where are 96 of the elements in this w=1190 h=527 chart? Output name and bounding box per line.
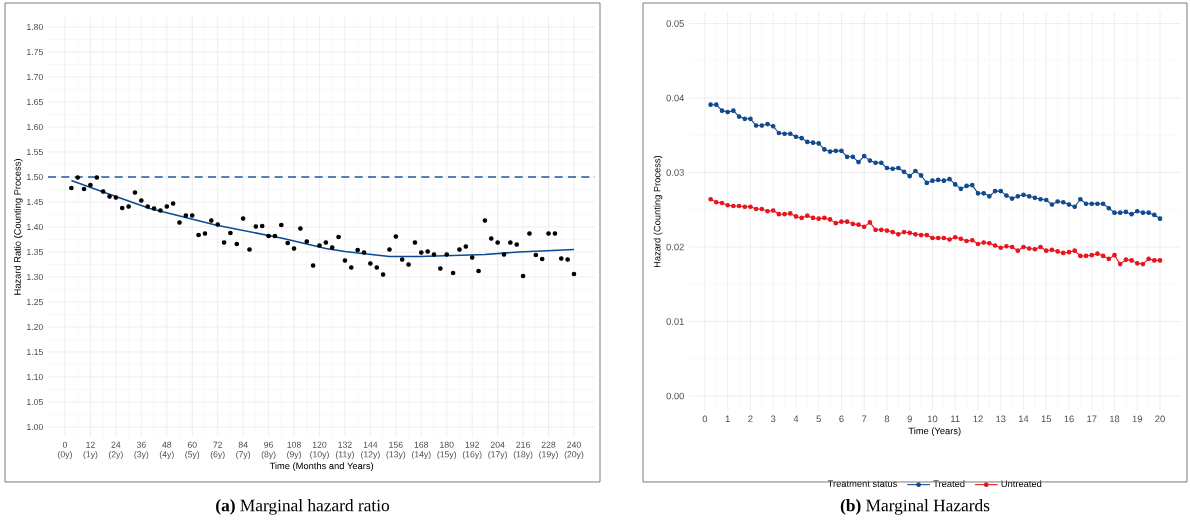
y-tick-label: 1.20 xyxy=(27,323,43,331)
x-tick-label: 19 xyxy=(1132,415,1143,423)
y-tick-label: 1.70 xyxy=(27,73,43,81)
x-tick-label: 11 xyxy=(951,415,960,423)
y-axis-title: Hazard Ratio (Counting Process) xyxy=(13,159,23,295)
x-tick-label: 180 xyxy=(440,441,454,448)
x-tick-label: 7 xyxy=(862,415,867,423)
x-tick-label: 204 xyxy=(490,441,505,448)
x-tick-label: 228 xyxy=(541,441,556,448)
y-tick-label: 1.80 xyxy=(27,23,43,31)
x-tick-label: 1 xyxy=(725,415,730,423)
y-tick-label: 1.35 xyxy=(27,248,43,256)
x-tick-label: 48 xyxy=(162,441,172,448)
y-tick-label: 1.60 xyxy=(27,123,43,131)
y-tick-label: 0.01 xyxy=(666,318,684,325)
x-tick-label: 0 xyxy=(702,415,708,423)
x-tick-label: 13 xyxy=(996,415,1006,423)
y-tick-label: 1.55 xyxy=(27,148,43,156)
x2-tick-label: (19y) xyxy=(539,451,558,460)
x2-tick-label: (15y) xyxy=(437,451,457,460)
x2-tick-label: (8y) xyxy=(261,451,276,460)
x-tick-label: 10 xyxy=(927,415,938,423)
x-axis-title: Time (Years) xyxy=(908,427,961,437)
x-tick-label: 0 xyxy=(62,441,68,448)
y-tick-label: 1.45 xyxy=(27,198,43,206)
x-tick-label: 36 xyxy=(136,441,146,448)
y-tick-label: 0.03 xyxy=(666,169,684,176)
x-tick-label: 84 xyxy=(238,441,248,448)
x-tick-label: 144 xyxy=(363,441,378,448)
x2-tick-label: (16y) xyxy=(462,451,482,460)
x-tick-label: 72 xyxy=(213,441,223,448)
x2-tick-label: (12y) xyxy=(361,451,380,460)
y-tick-label: 1.00 xyxy=(27,423,43,431)
text: (b) Marginal Hazards xyxy=(840,499,990,515)
x2-tick-label: (10y) xyxy=(310,451,329,460)
x-tick-label: 168 xyxy=(414,441,429,448)
y-tick-label: 0.00 xyxy=(666,392,684,400)
x2-tick-label: (0y) xyxy=(58,451,72,460)
x2-tick-label: (14y) xyxy=(411,451,431,460)
line-series xyxy=(70,179,575,258)
x-tick-label: 17 xyxy=(1087,415,1097,423)
x-axis-title: Time (Months and Years) xyxy=(269,462,374,472)
legend-label: Treated xyxy=(933,480,965,488)
x-tick-label: 120 xyxy=(312,441,327,448)
x-tick-label: 132 xyxy=(338,441,352,448)
y-tick-label: 1.40 xyxy=(27,223,43,231)
legend-title: Treatment status xyxy=(827,480,898,487)
x-tick-label: 96 xyxy=(264,441,274,448)
x2-tick-label: (1y) xyxy=(83,451,98,460)
y-tick-label: 1.05 xyxy=(27,398,43,406)
y-tick-label: 0.04 xyxy=(666,94,685,102)
x2-tick-label: (9y) xyxy=(287,451,301,460)
x-tick-label: 3 xyxy=(770,415,776,423)
x2-tick-label: (13y) xyxy=(386,451,406,460)
y-tick-label: 1.25 xyxy=(27,298,43,306)
x2-tick-label: (17y) xyxy=(488,451,507,460)
x2-tick-label: (11y) xyxy=(335,451,354,460)
x-tick-label: 6 xyxy=(839,415,844,423)
x-tick-label: 5 xyxy=(816,415,821,423)
y-tick-label: 1.75 xyxy=(27,48,43,56)
y-tick-label: 0.05 xyxy=(666,20,684,27)
y-axis-title: Hazard (Counting Process) xyxy=(653,155,663,268)
x-tick-label: 18 xyxy=(1110,415,1120,423)
x2-tick-label: (7y) xyxy=(236,451,251,460)
text: (a) Marginal hazard ratio xyxy=(216,499,390,515)
x2-tick-label: (5y) xyxy=(185,451,200,460)
y-tick-label: 1.10 xyxy=(27,373,43,381)
x2-tick-label: (6y) xyxy=(210,451,225,460)
x-tick-label: 16 xyxy=(1064,415,1074,423)
x2-tick-label: (18y) xyxy=(513,451,533,460)
x-tick-label: 15 xyxy=(1041,415,1052,423)
x2-tick-label: (4y) xyxy=(159,451,174,460)
x-tick-label: 216 xyxy=(516,441,530,448)
x-tick-label: 156 xyxy=(389,441,403,448)
y-tick-label: 0.02 xyxy=(666,243,684,251)
x-tick-label: 60 xyxy=(187,441,197,448)
x2-tick-label: (2y) xyxy=(108,451,123,460)
x-tick-label: 12 xyxy=(973,415,983,423)
y-tick-label: 1.65 xyxy=(27,98,43,106)
y-tick-label: 1.50 xyxy=(27,173,43,181)
y-tick-label: 1.30 xyxy=(27,273,43,281)
legend-label: Untreated xyxy=(1001,480,1042,488)
x-tick-label: 20 xyxy=(1155,415,1165,423)
y-tick-label: 1.15 xyxy=(27,348,43,356)
x-tick-label: 4 xyxy=(793,415,799,423)
x-tick-label: 108 xyxy=(287,441,301,448)
x-tick-label: 24 xyxy=(111,441,121,448)
x-tick-label: 14 xyxy=(1019,415,1029,423)
x-tick-label: 8 xyxy=(884,415,890,423)
x-tick-label: 12 xyxy=(86,441,95,448)
x2-tick-label: (3y) xyxy=(134,451,149,460)
x-tick-label: 9 xyxy=(907,415,912,423)
x-tick-label: 192 xyxy=(465,441,479,448)
x-tick-label: 240 xyxy=(567,441,581,448)
x2-tick-label: (20y) xyxy=(564,451,584,460)
x-tick-label: 2 xyxy=(748,415,753,423)
